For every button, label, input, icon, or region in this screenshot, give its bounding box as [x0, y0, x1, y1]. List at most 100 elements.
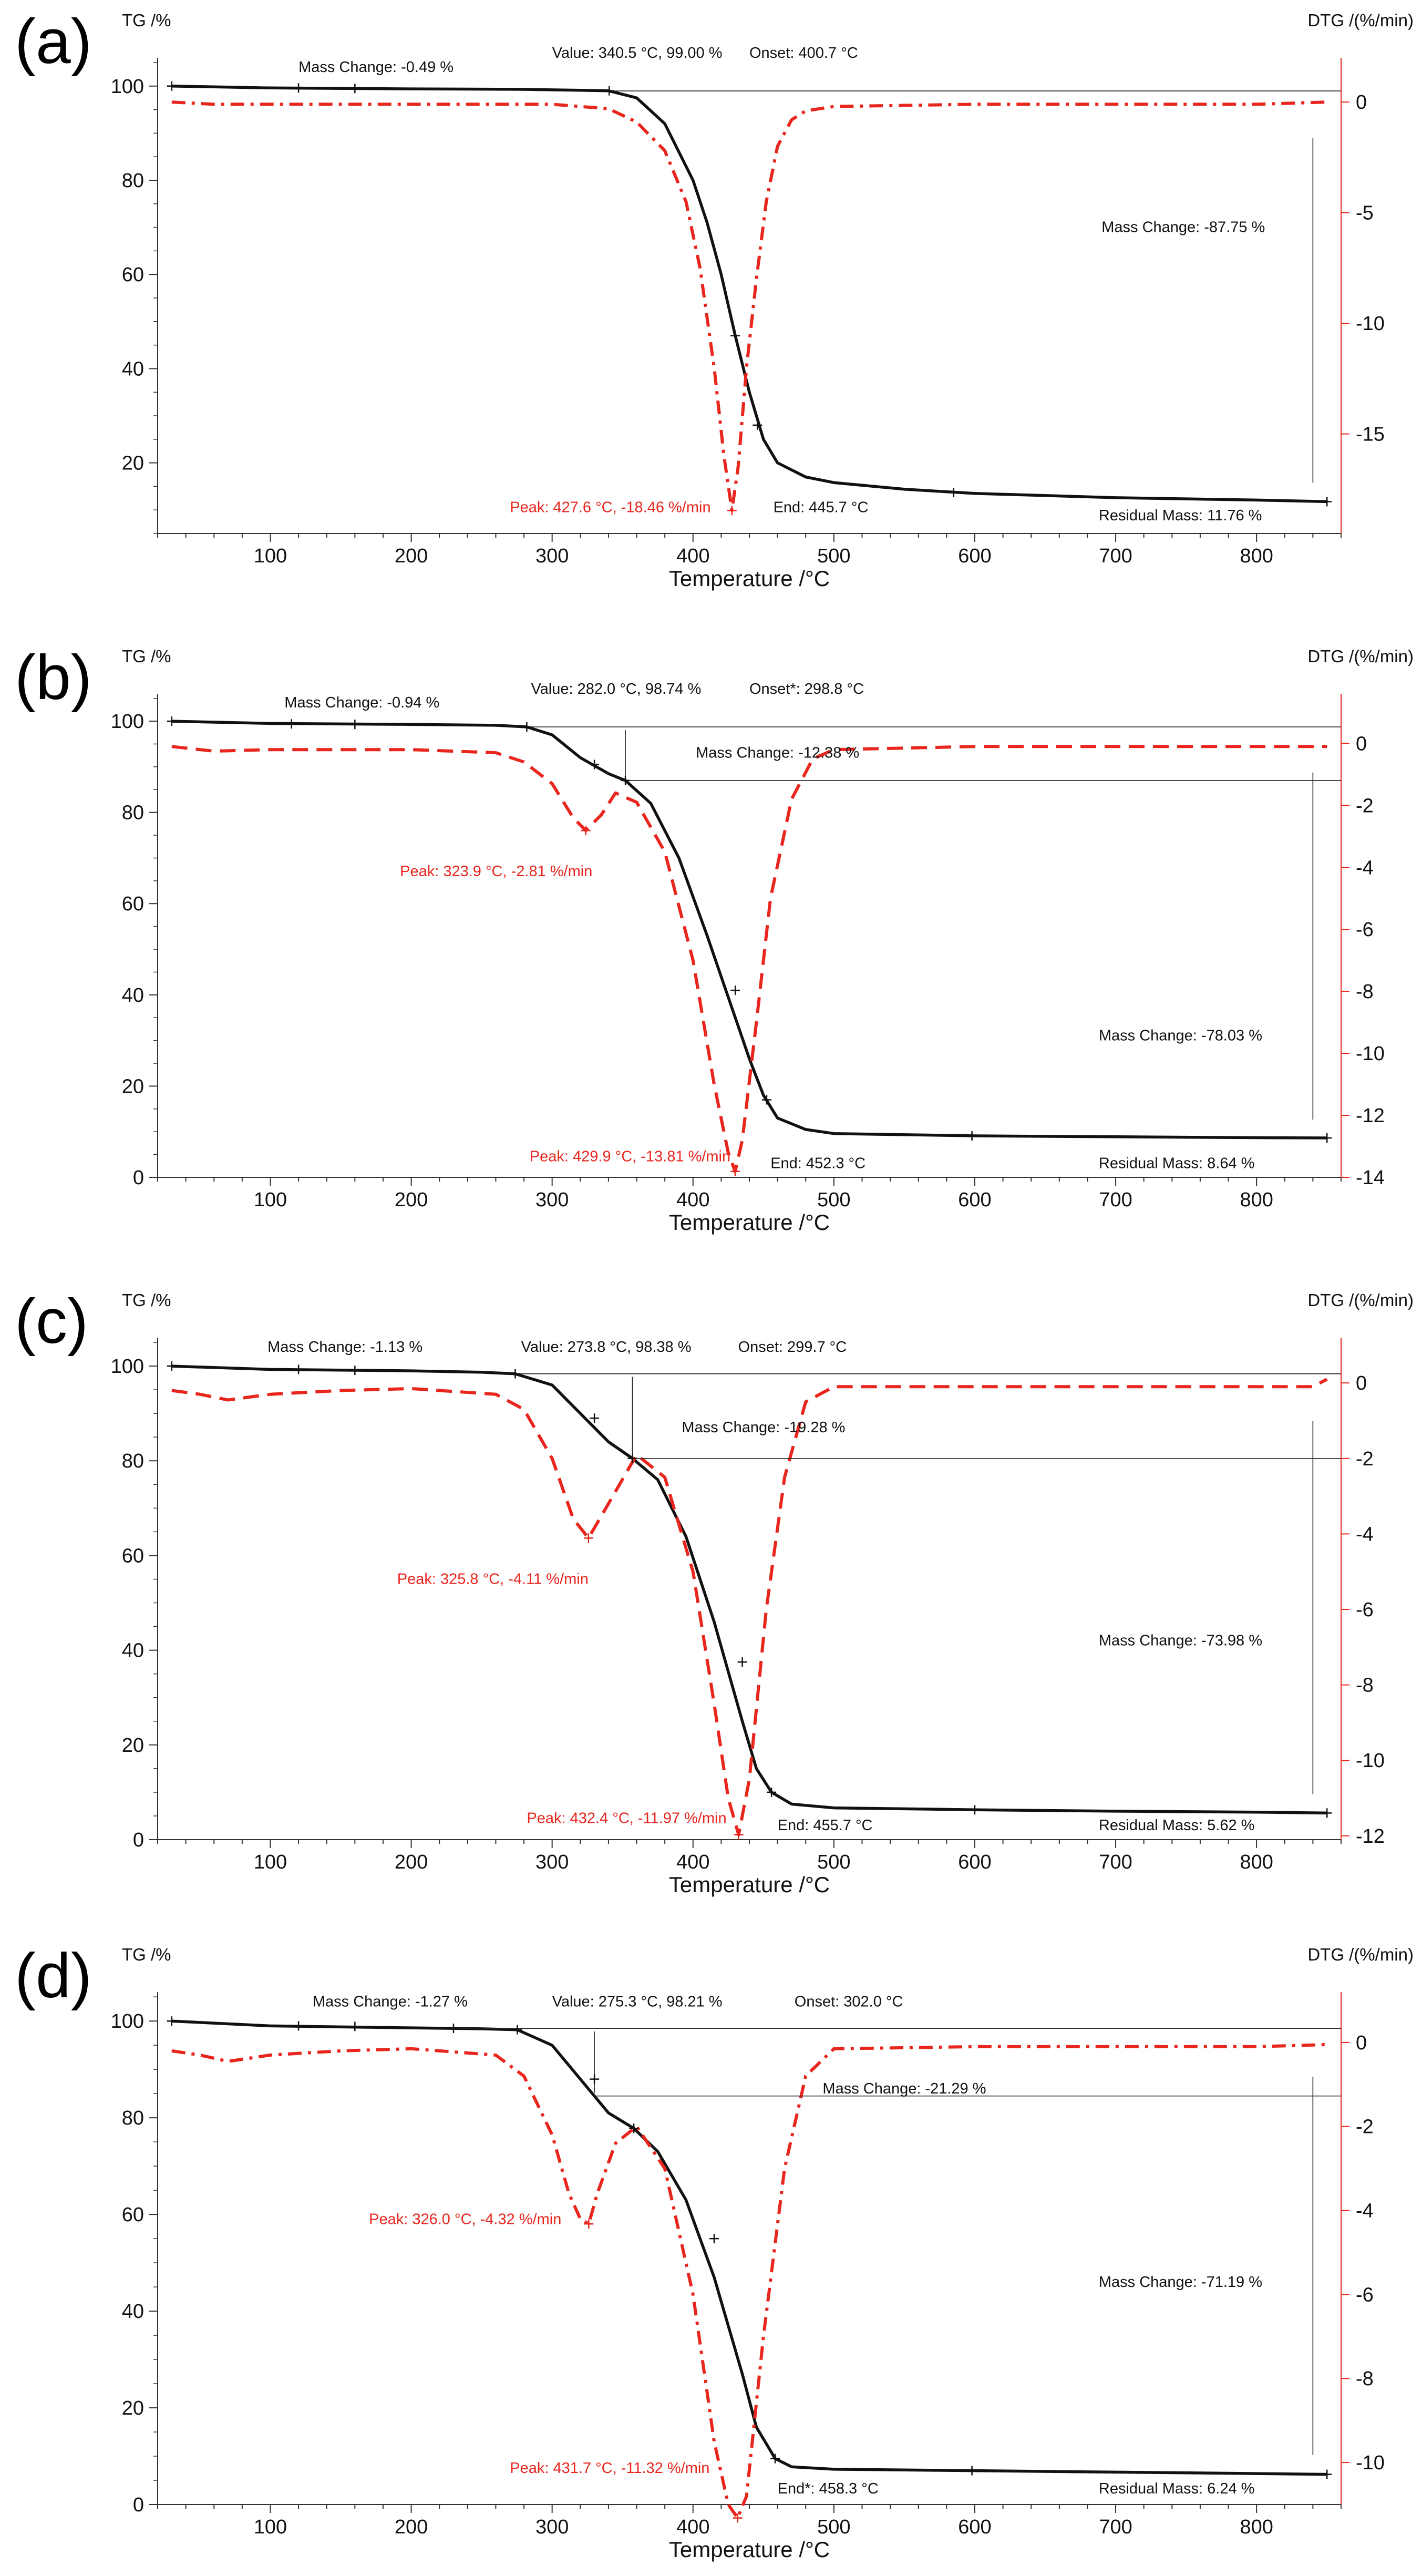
tga-panel: (c) TG /% DTG /(%/min) Temperature /°C 100 20… [15, 1286, 1414, 1897]
dtg-tick-label: -10 [1356, 1750, 1385, 1772]
evaluation-annotation: Onset*: 298.8 °C [749, 681, 864, 697]
tg-tick-label: 20 [122, 453, 144, 475]
peak-annotation: Peak: 325.8 °C, -4.11 %/min [397, 1571, 589, 1587]
x-tick-label: 400 [676, 1851, 709, 1873]
x-tick-label: 600 [958, 545, 991, 567]
dtg-tick-label: -6 [1356, 919, 1374, 941]
x-tick-label: 800 [1240, 545, 1273, 567]
tg-tick-label: 100 [111, 711, 144, 733]
data-marker [286, 719, 296, 729]
data-marker [767, 1787, 777, 1797]
evaluation-annotation: Value: 282.0 °C, 98.74 % [531, 681, 701, 697]
evaluation-annotation: Mass Change: -73.98 % [1099, 1633, 1262, 1649]
tg-tick-label: 60 [122, 264, 144, 286]
x-tick-label: 300 [535, 1189, 569, 1211]
tg-tick-label: 40 [122, 2301, 144, 2323]
data-marker [1322, 1808, 1332, 1818]
tg-tick-label: 0 [133, 1829, 144, 1851]
data-marker [730, 1166, 740, 1176]
dtg-tick-label: -8 [1356, 2368, 1374, 2390]
dtg-axis-title: DTG /(%/min) [1307, 1945, 1414, 1964]
evaluation-annotation: Mass Change: -0.94 % [284, 694, 439, 711]
dtg-tick-label: -2 [1356, 795, 1374, 817]
x-tick-label: 700 [1099, 545, 1132, 567]
tg-tick-label: 40 [122, 358, 144, 380]
tg-tick-label: 40 [122, 1640, 144, 1662]
evaluation-annotation: Onset: 299.7 °C [738, 1339, 847, 1356]
dtg-tick-label: -6 [1356, 2284, 1374, 2306]
tg-tick-label: 100 [111, 2010, 144, 2033]
x-tick-label: 500 [817, 545, 850, 567]
panel-label: (a) [15, 6, 92, 77]
x-axis-title: Temperature /°C [669, 2537, 830, 2562]
x-tick-label: 300 [535, 545, 569, 567]
tga-panel: (d) TG /% DTG /(%/min) Temperature /°C 100 20… [15, 1941, 1414, 2562]
data-marker [512, 2025, 522, 2035]
data-marker [294, 1364, 304, 1374]
tg-axis-title: TG /% [122, 1945, 171, 1964]
evaluation-annotation: Residual Mass: 6.24 % [1099, 2480, 1255, 2497]
peak-annotation: Peak: 431.7 °C, -11.32 %/min [510, 2460, 709, 2477]
data-marker [604, 86, 614, 96]
evaluation-annotation: Mass Change: -87.75 % [1101, 219, 1265, 236]
dtg-tick-label: -2 [1356, 1448, 1374, 1470]
dtg-tick-label: 0 [1356, 1372, 1367, 1394]
tg-tick-label: 20 [122, 1075, 144, 1097]
data-marker [733, 2513, 743, 2523]
tg-tick-label: 80 [122, 802, 144, 824]
tg-curve [171, 85, 1327, 504]
tg-tick-label: 0 [133, 2494, 144, 2516]
data-marker [730, 986, 740, 995]
dtg-tick-label: -6 [1356, 1599, 1374, 1621]
tg-tick-label: 80 [122, 1450, 144, 1472]
data-marker [590, 2074, 600, 2084]
x-tick-label: 200 [395, 1189, 428, 1211]
evaluation-annotation: Mass Change: -21.29 % [822, 2080, 986, 2097]
data-marker [350, 720, 360, 730]
data-marker [730, 331, 740, 341]
dtg-curve [171, 745, 1327, 1173]
data-marker [350, 2021, 360, 2031]
tg-axis-title: TG /% [122, 646, 171, 666]
tg-curve [171, 720, 1327, 1140]
evaluation-annotation: Residual Mass: 5.62 % [1099, 1817, 1255, 1834]
data-marker [627, 1453, 637, 1463]
tg-tick-label: 40 [122, 984, 144, 1007]
data-marker [590, 1413, 600, 1423]
data-marker [967, 2466, 977, 2476]
evaluation-annotation: Value: 340.5 °C, 99.00 % [552, 45, 723, 61]
dtg-tick-label: -8 [1356, 981, 1374, 1003]
data-marker [770, 2454, 780, 2464]
evaluation-annotation: End*: 458.3 °C [778, 2480, 879, 2497]
data-marker [167, 81, 177, 91]
x-tick-label: 200 [395, 2516, 428, 2538]
evaluation-annotation: Mass Change: -19.28 % [682, 1419, 845, 1436]
x-tick-label: 300 [535, 2516, 569, 2538]
peak-annotation: Peak: 432.4 °C, -11.97 %/min [527, 1810, 726, 1826]
peak-annotation: Peak: 429.9 °C, -13.81 %/min [530, 1148, 730, 1165]
tg-curve [171, 1364, 1327, 1815]
dtg-tick-label: -4 [1356, 2200, 1374, 2222]
x-tick-label: 100 [254, 545, 287, 567]
panel-label: (b) [15, 642, 92, 713]
x-tick-label: 400 [676, 1189, 709, 1211]
tg-curve [171, 2019, 1327, 2476]
dtg-tick-label: 0 [1356, 2032, 1367, 2054]
dtg-tick-label: -10 [1356, 313, 1385, 335]
tg-tick-label: 80 [122, 2107, 144, 2129]
data-marker [522, 722, 532, 732]
x-axis-title: Temperature /°C [669, 1872, 830, 1897]
x-tick-label: 800 [1240, 1851, 1273, 1873]
evaluation-annotation: Mass Change: -78.03 % [1099, 1028, 1262, 1044]
evaluation-annotation: Residual Mass: 11.76 % [1099, 507, 1262, 524]
data-marker [737, 1657, 747, 1667]
data-marker [629, 2123, 639, 2133]
data-marker [583, 1533, 593, 1543]
evaluation-annotation: Mass Change: -12.38 % [696, 745, 859, 762]
tg-tick-label: 60 [122, 893, 144, 915]
x-tick-label: 400 [676, 2516, 709, 2538]
x-tick-label: 500 [817, 1851, 850, 1873]
data-marker [1322, 497, 1332, 507]
x-tick-label: 200 [395, 1851, 428, 1873]
